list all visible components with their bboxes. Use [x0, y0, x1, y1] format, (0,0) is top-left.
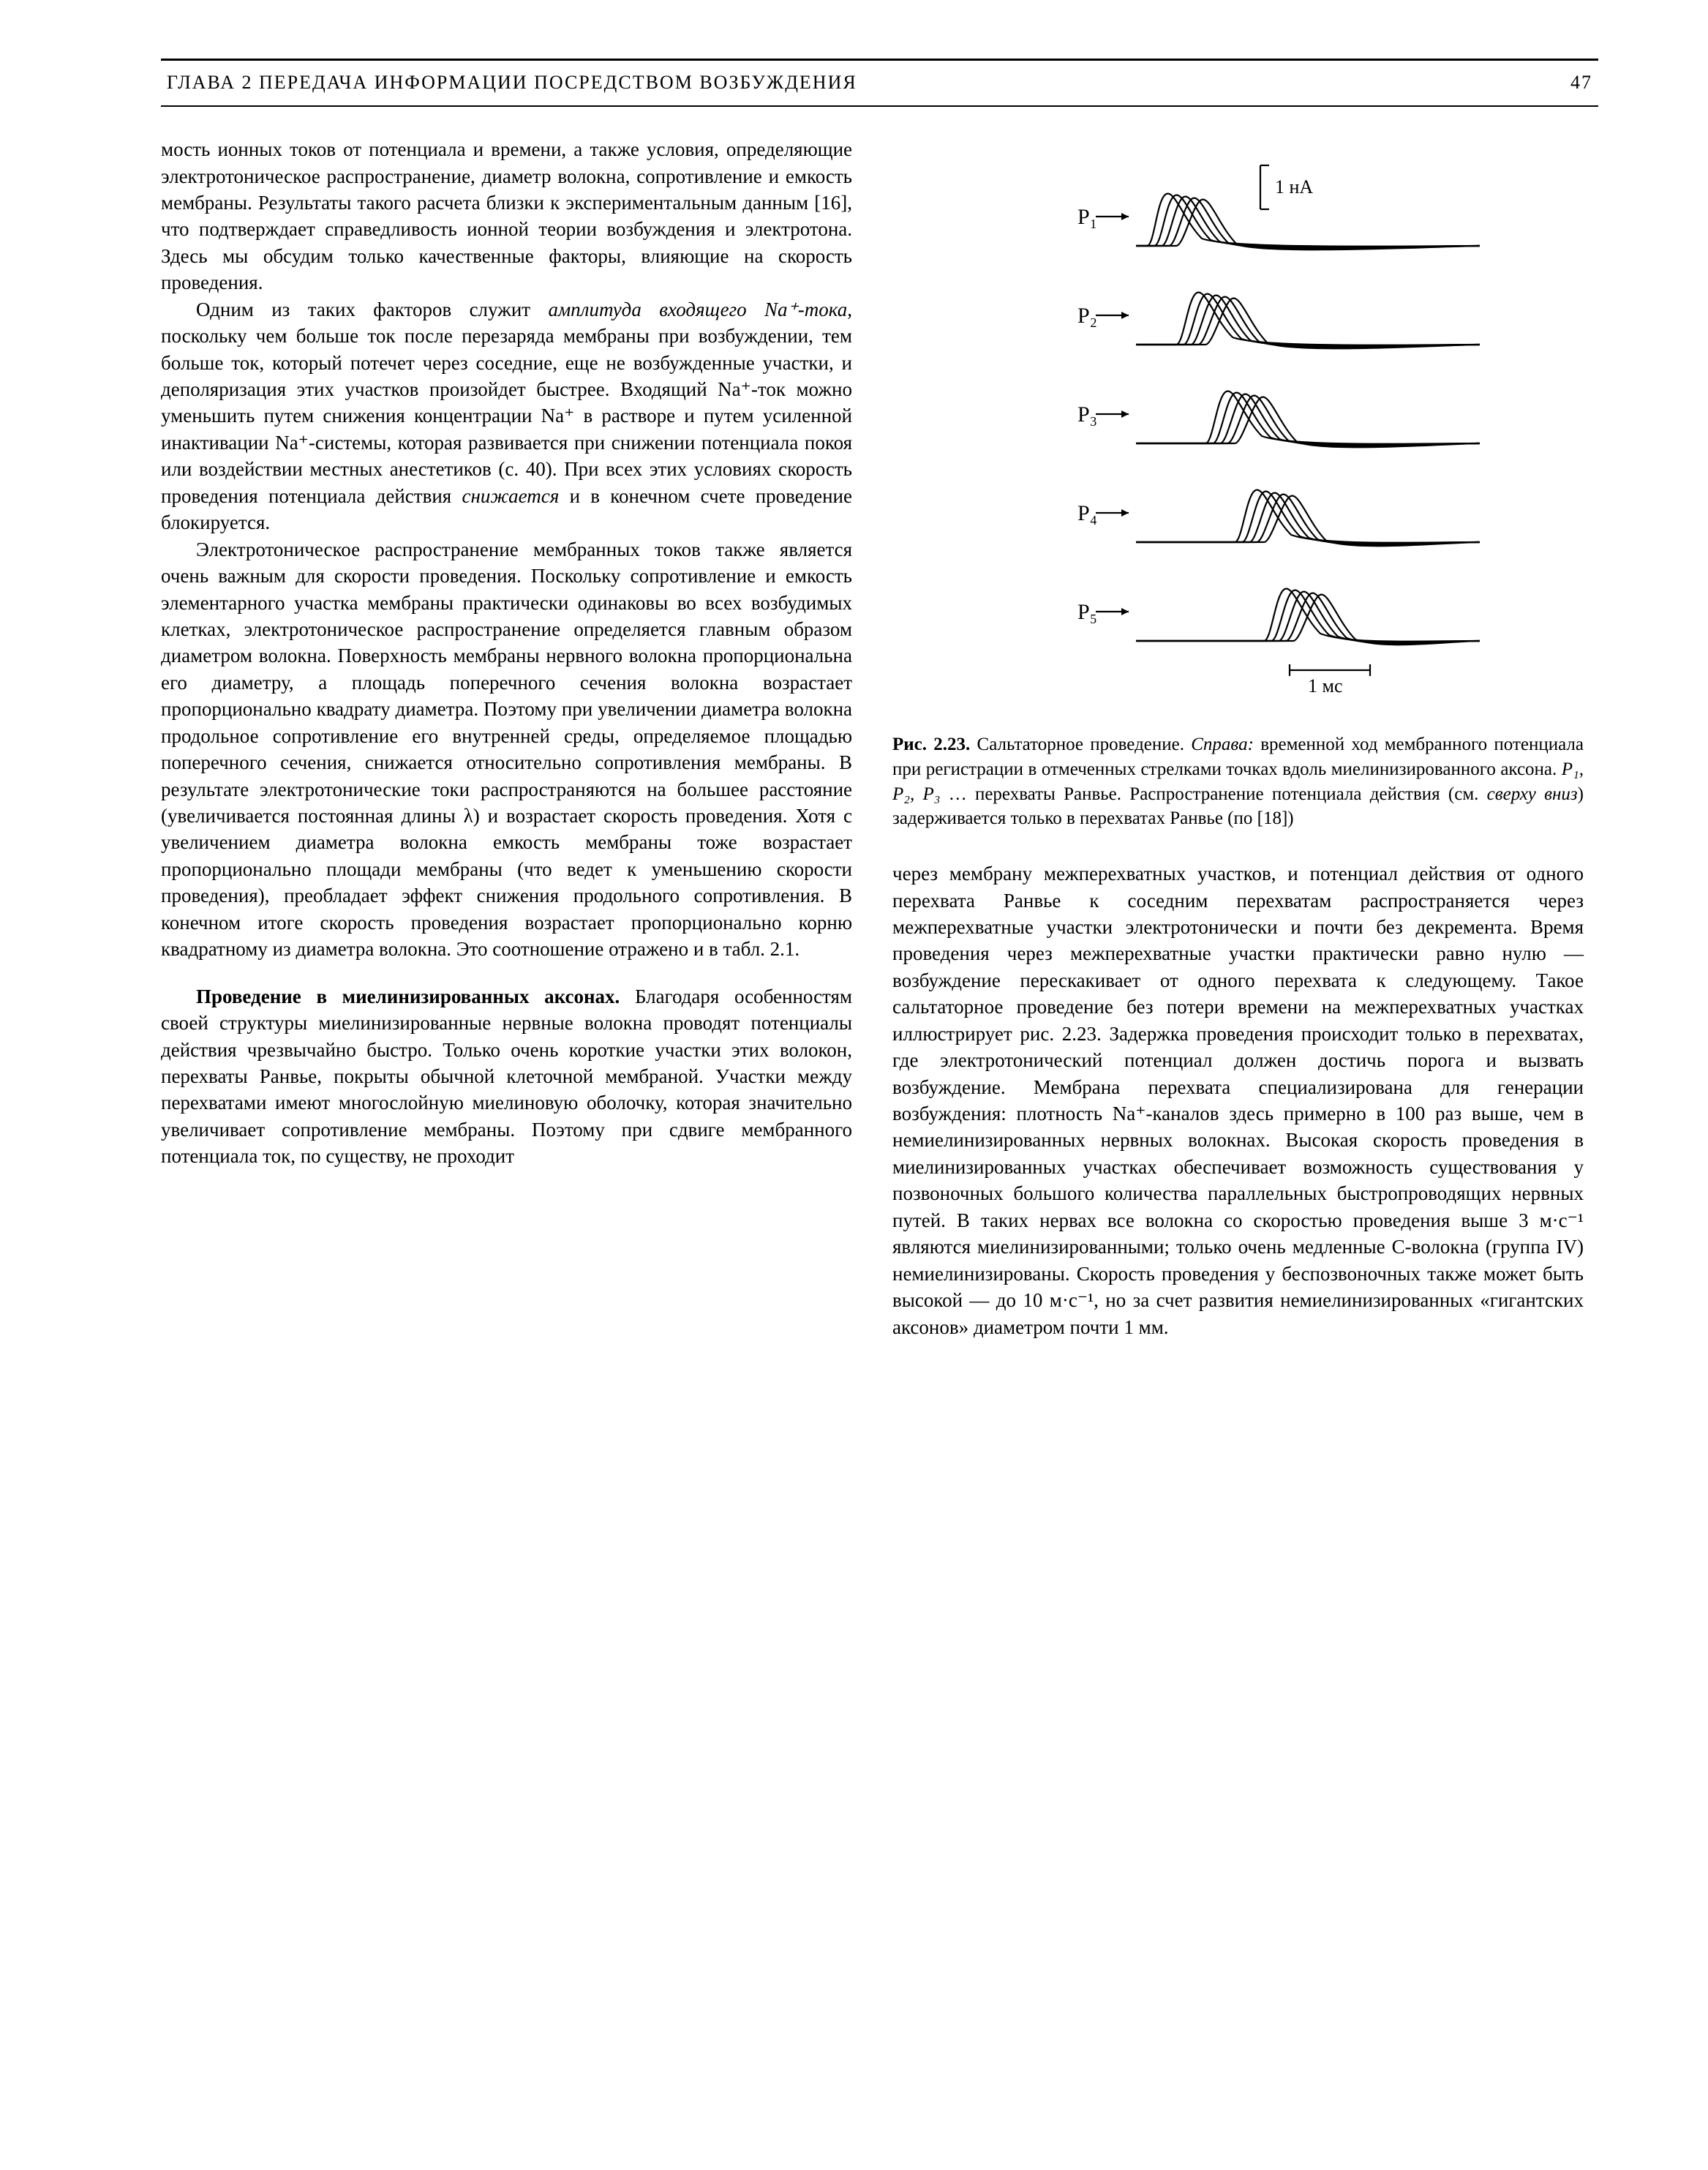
arrow-head-p5 [1121, 608, 1129, 615]
figure-2-23: 1 нА P₁ P₂ [892, 143, 1584, 831]
left-column: мость ионных токов от потенциала и време… [161, 136, 852, 1340]
left-p4: Проведение в миелинизированных аксонах. … [161, 983, 852, 1170]
caption-i1: Справа: [1191, 735, 1254, 754]
running-title: ГЛАВА 2 ПЕРЕДАЧА ИНФОРМАЦИИ ПОСРЕДСТВОМ … [167, 70, 857, 95]
y-axis-scale: 1 нА [1260, 165, 1313, 209]
left-p4-title: Проведение в миелинизированных аксонах. [196, 985, 620, 1007]
p3-label: P₃ [1077, 402, 1097, 427]
left-p4-body: Благодаря особенностям своей структуры м… [161, 985, 852, 1168]
y-axis-label: 1 нА [1275, 176, 1313, 198]
saltatory-conduction-chart: 1 нА P₁ P₂ [982, 143, 1494, 714]
arrow-head-p2 [1121, 312, 1129, 319]
caption-i3: сверху вниз [1487, 784, 1578, 804]
x-axis-label: 1 мс [1308, 675, 1343, 697]
arrow-head-p4 [1121, 509, 1129, 517]
p1-label: P₁ [1077, 205, 1097, 229]
two-column-layout: мость ионных токов от потенциала и време… [161, 136, 1598, 1340]
running-head: ГЛАВА 2 ПЕРЕДАЧА ИНФОРМАЦИИ ПОСРЕДСТВОМ … [161, 70, 1598, 95]
left-p2-a: Одним из таких факторов служит [196, 299, 548, 320]
p5-label: P₅ [1077, 600, 1097, 624]
caption-fig-number: Рис. 2.23. [892, 735, 970, 754]
p4-label: P₄ [1077, 501, 1097, 525]
left-p2-italic1: амплитуда входящего Na⁺-тока, [548, 299, 852, 320]
p2-label: P₂ [1077, 304, 1097, 328]
page-number: 47 [1570, 70, 1592, 95]
left-p1: мость ионных токов от потенциала и време… [161, 136, 852, 296]
spacer [161, 963, 852, 983]
left-p3: Электротоническое распространение мембра… [161, 536, 852, 963]
arrow-head-p3 [1121, 410, 1129, 418]
node-p1-traces: P₁ [1077, 194, 1480, 250]
left-p2-italic2: снижается [462, 485, 559, 507]
node-p4-traces: P₄ [1077, 490, 1480, 547]
figure-caption: Рис. 2.23. Сальтаторное проведение. Спра… [892, 732, 1584, 831]
caption-d: … перехваты Ранвье. Распространение поте… [940, 784, 1486, 804]
header-rule-bottom [161, 105, 1598, 107]
right-column: 1 нА P₁ P₂ [892, 136, 1584, 1340]
node-p2-traces: P₂ [1077, 293, 1480, 349]
x-axis-scale: 1 мс [1290, 664, 1370, 697]
node-p3-traces: P₃ [1077, 391, 1480, 448]
right-p1: через мембрану межперехватных участков, … [892, 860, 1584, 1340]
left-p2: Одним из таких факторов служит амплитуда… [161, 296, 852, 536]
node-p5-traces: P₅ [1077, 589, 1480, 645]
arrow-head-p1 [1121, 213, 1129, 220]
caption-b: Сальтаторное проведение. [970, 735, 1191, 754]
header-rule-top [161, 59, 1598, 61]
left-p2-b: поскольку чем больше ток после перезаряд… [161, 325, 852, 507]
